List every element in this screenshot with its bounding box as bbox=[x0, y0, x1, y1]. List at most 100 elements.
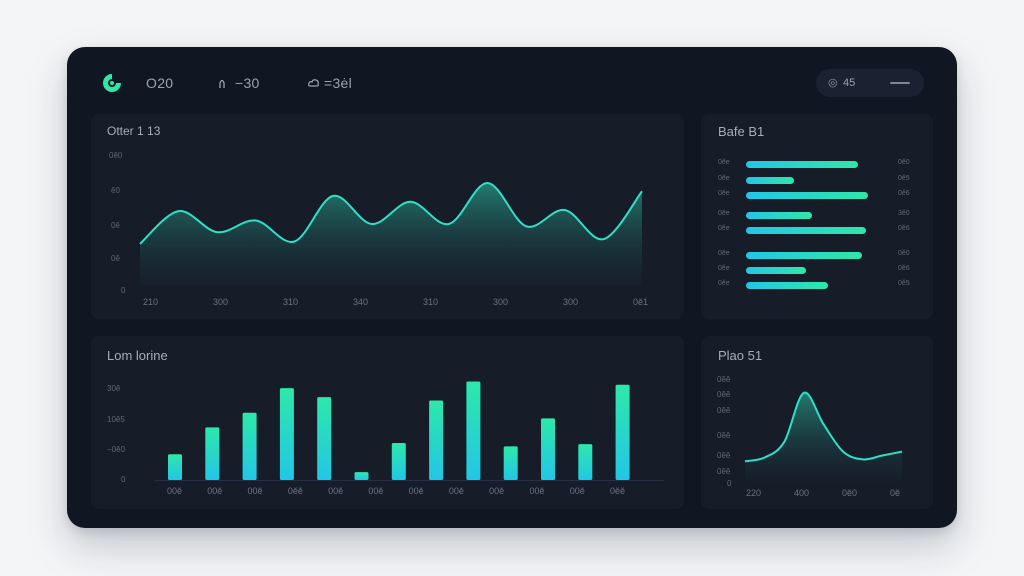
bar-x-tick: 00ĕ bbox=[328, 486, 344, 496]
bar bbox=[578, 444, 593, 480]
area-x-tick: 300 bbox=[493, 297, 509, 307]
hbar-row-label: 0ĕe bbox=[718, 265, 730, 272]
area-x-tick: 300 bbox=[563, 297, 579, 307]
area-x-tick: 300 bbox=[213, 297, 229, 307]
bar bbox=[354, 472, 369, 480]
area-x-tick: 210 bbox=[143, 297, 159, 307]
bell-y-tick-1: 0ĕĕ bbox=[717, 375, 731, 384]
bell-y-tick-2: 0ĕĕ bbox=[717, 390, 731, 399]
bar bbox=[205, 427, 220, 480]
cloud-icon bbox=[308, 79, 319, 87]
bell-x-tick: 0ĕ bbox=[890, 488, 901, 498]
bell-chart-title: Plao 51 bbox=[718, 348, 763, 363]
hbar-bar bbox=[746, 192, 868, 199]
hbar-row-value: 0ĕ0 bbox=[898, 250, 910, 257]
bar bbox=[503, 446, 518, 480]
bar-y-tick-2: 10ĕ5 bbox=[107, 415, 125, 424]
bar-x-tick: 00ĕ bbox=[489, 486, 505, 496]
hbar-bar bbox=[746, 282, 828, 289]
area-y-tick-2: ĕ0 bbox=[111, 186, 120, 195]
hbar-row-value: 0ĕ6 bbox=[898, 265, 910, 272]
hbar-bar bbox=[746, 212, 812, 219]
bell-line bbox=[744, 391, 903, 463]
hbar-title: Bafe B1 bbox=[718, 124, 765, 139]
hbar-row-value: 3ĕ0 bbox=[898, 210, 910, 217]
area-chart-panel: Otter 1 13 0ĕ0 ĕ0 0ĕ 0ĕ 0 210 300 310 340 31… bbox=[91, 114, 684, 319]
hbar-row-value: 0ĕ6 bbox=[898, 190, 910, 197]
bar-chart-panel: Lom lorine 30ĕ 10ĕ5 −0ĕ0 0 00ĕ 00ĕ 00ĕ 0ĕĕ 0… bbox=[91, 336, 684, 509]
hbar-row-label: 0ĕe bbox=[718, 225, 730, 232]
bar-x-tick: 00ĕ bbox=[569, 486, 585, 496]
bar bbox=[279, 388, 294, 480]
bell-x-tick: 400 bbox=[794, 488, 810, 498]
hbar-row-label: 0ĕe bbox=[718, 280, 730, 287]
bar-x-tick: 0ĕĕ bbox=[610, 486, 626, 496]
area-chart-title: Otter 1 13 bbox=[107, 124, 161, 138]
app-logo-icon[interactable] bbox=[102, 73, 122, 93]
area-x-tick: 310 bbox=[283, 297, 299, 307]
chart-peak-icon bbox=[219, 79, 225, 88]
area-x-tick: 340 bbox=[353, 297, 369, 307]
hbar-bar bbox=[746, 227, 866, 234]
nav-item-1-label: O20 bbox=[146, 75, 174, 91]
bar bbox=[615, 384, 630, 480]
bar bbox=[541, 418, 555, 480]
top-bar: O20 −30 =3ėl ◎ 45 bbox=[67, 47, 957, 111]
hbar-row-value: 0ĕ6 bbox=[898, 225, 910, 232]
bar-x-tick: 00ĕ bbox=[448, 486, 464, 496]
hbar-row-label: 0ĕe bbox=[718, 175, 730, 182]
bar-x-tick: 0ĕĕ bbox=[287, 486, 303, 496]
area-y-tick-3: 0ĕ bbox=[111, 221, 120, 230]
bar bbox=[242, 412, 257, 480]
eye-icon: ◎ bbox=[828, 77, 838, 89]
area-y-tick-5: 0 bbox=[121, 286, 126, 295]
menu-icon[interactable] bbox=[890, 82, 910, 84]
hbar-bar bbox=[746, 177, 794, 184]
bar-x-tick: 00ĕ bbox=[529, 486, 545, 496]
nav-item-3-label: =3ėl bbox=[324, 75, 353, 91]
bar-x-tick: 00ĕ bbox=[207, 486, 223, 496]
bell-chart-panel: Plao 51 0ĕĕ 0ĕĕ 0ĕĕ 0ĕĕ 0ĕĕ 0ĕĕ 0 220 400… bbox=[701, 336, 933, 509]
bar bbox=[391, 443, 406, 480]
nav-item-3[interactable]: =3ėl bbox=[308, 75, 352, 91]
bell-y-tick-4: 0ĕĕ bbox=[717, 431, 731, 440]
area-chart bbox=[139, 181, 643, 286]
hbar-bar bbox=[746, 267, 806, 274]
hbar-row-value: 0ĕ0 bbox=[898, 159, 910, 166]
hbar-panel: Bafe B1 0ĕe 0ĕ0 0ĕe 0ĕ5 0ĕe 0ĕ6 0ĕe 3ĕ0 0ĕe 0ĕ6 0ĕ… bbox=[701, 114, 933, 319]
bar-chart-title: Lom lorine bbox=[107, 348, 168, 363]
user-pill[interactable]: ◎ 45 bbox=[816, 69, 924, 97]
bar bbox=[168, 454, 182, 480]
bell-x-tick: 0ĕ0 bbox=[842, 488, 858, 498]
area-x-tick: 0ĕ1 bbox=[633, 297, 649, 307]
user-pill-label: 45 bbox=[843, 77, 856, 89]
area-x-tick: 310 bbox=[423, 297, 439, 307]
hbar-row-value: 0ĕ5 bbox=[898, 280, 910, 287]
hbar-bar bbox=[746, 252, 862, 259]
hbar-row-label: 0ĕe bbox=[718, 159, 730, 166]
bell-x-tick: 220 bbox=[746, 488, 762, 498]
area-y-tick-4: 0ĕ bbox=[111, 254, 120, 263]
nav-item-2-label: −30 bbox=[235, 75, 260, 91]
bar-x-tick: 00ĕ bbox=[247, 486, 263, 496]
area-y-tick-1: 0ĕ0 bbox=[109, 151, 123, 160]
bell-y-tick-6: 0ĕĕ bbox=[717, 467, 731, 476]
bar-y-tick-4: 0 bbox=[121, 475, 126, 484]
bar bbox=[466, 381, 481, 480]
bar-chart bbox=[155, 381, 664, 481]
bell-chart bbox=[744, 391, 903, 481]
bar bbox=[317, 397, 332, 480]
area-line bbox=[139, 181, 643, 245]
bar bbox=[429, 400, 444, 480]
hbar-row-label: 0ĕe bbox=[718, 190, 730, 197]
bar-x-tick: 00ĕ bbox=[408, 486, 424, 496]
bar-x-tick: 00ĕ bbox=[167, 486, 183, 496]
nav-item-1[interactable]: O20 bbox=[146, 75, 173, 91]
hbar-row-value: 0ĕ5 bbox=[898, 175, 910, 182]
hbar-row-label: 0ĕe bbox=[718, 250, 730, 257]
nav-item-2[interactable]: −30 bbox=[219, 75, 260, 91]
bar-y-tick-3: −0ĕ0 bbox=[107, 445, 126, 454]
bar-y-tick-1: 30ĕ bbox=[107, 384, 121, 393]
hbar-row-label: 0ĕe bbox=[718, 210, 730, 217]
dashboard-window: O20 −30 =3ėl ◎ 45 Otter 1 13 0ĕ0 ĕ0 0ĕ 0… bbox=[67, 47, 957, 528]
